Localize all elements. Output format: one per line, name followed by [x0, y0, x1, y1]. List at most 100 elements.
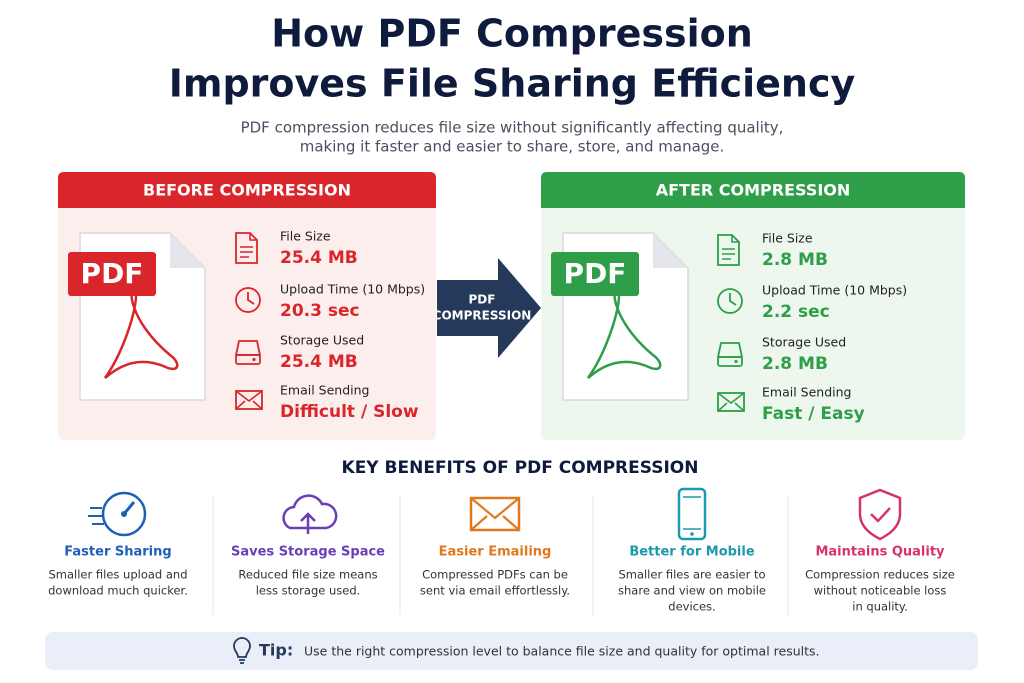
- benefit-title: Maintains Quality: [815, 545, 945, 560]
- item-icon-part: [717, 288, 743, 314]
- benefit-text: Smaller files upload and: [48, 568, 187, 582]
- item-icon: [235, 232, 258, 264]
- item-label: Storage Used: [280, 333, 364, 348]
- item-icon: [717, 288, 743, 314]
- item-icon-part: [722, 235, 739, 260]
- item-icon: [235, 390, 263, 410]
- item-label: Storage Used: [762, 335, 846, 350]
- pdf-badge-text: PDF: [564, 257, 627, 290]
- benefits-heading: KEY BENEFITS OF PDF COMPRESSION: [342, 458, 699, 478]
- benefit-icon-part: [282, 494, 338, 530]
- bulb: [233, 637, 251, 658]
- item-label: Upload Time (10 Mbps): [762, 283, 907, 298]
- title-line: Improves File Sharing Efficiency: [169, 62, 856, 106]
- item-value: 2.8 MB: [762, 354, 828, 374]
- arrow-label: COMPRESSION: [433, 309, 532, 323]
- subtitle-line: making it faster and easier to share, st…: [300, 138, 725, 156]
- benefit-text: Reduced file size means: [238, 568, 377, 582]
- benefit-text: Compressed PDFs can be: [422, 568, 568, 582]
- benefit-icon: [88, 491, 147, 537]
- item-icon-part: [252, 357, 256, 362]
- benefit-text: sent via email effortlessly.: [420, 584, 570, 598]
- arrow-label: PDF: [469, 293, 496, 307]
- benefit-title: Better for Mobile: [629, 545, 755, 560]
- panel-header-text: BEFORE COMPRESSION: [143, 181, 351, 200]
- benefit-text: share and view on mobile: [618, 584, 766, 598]
- item-label: File Size: [762, 231, 813, 246]
- item-icon-part: [235, 390, 263, 410]
- panel-header-text: AFTER COMPRESSION: [656, 181, 851, 200]
- item-icon-part: [235, 232, 258, 264]
- benefit-icon-part: [88, 507, 104, 525]
- benefit-icon-part: [101, 491, 147, 537]
- benefit-icon-part: [470, 497, 520, 531]
- item-icon-part: [717, 392, 745, 412]
- item-value: 25.4 MB: [280, 352, 358, 372]
- item-icon-part: [235, 390, 263, 410]
- item-icon-part: [717, 234, 740, 266]
- benefit-text: download much quicker.: [48, 584, 188, 598]
- pdf-fold: [170, 233, 205, 268]
- pdf-badge: [551, 252, 639, 296]
- benefit-icon-part: [683, 496, 701, 530]
- bulb-base: [239, 659, 245, 664]
- item-icon: [716, 342, 744, 367]
- benefit-text: Compression reduces size: [805, 568, 955, 582]
- arrow: [437, 258, 541, 358]
- benefit-icon: [469, 496, 521, 532]
- title-line: How PDF Compression: [271, 12, 753, 56]
- benefit-text: devices.: [668, 600, 715, 614]
- item-icon: [717, 234, 740, 266]
- benefit-icon-part: [677, 487, 707, 541]
- benefit-text: less storage used.: [256, 584, 361, 598]
- benefit-icon-part: [121, 511, 127, 517]
- item-icon-part: [235, 287, 261, 313]
- benefit-icon: [677, 487, 707, 541]
- panel-header: [541, 172, 965, 208]
- benefit-icon-part: [858, 488, 902, 541]
- pdf-symbol: [586, 288, 662, 379]
- item-value: 25.4 MB: [280, 248, 358, 268]
- benefit-icon: [858, 488, 902, 541]
- item-value: Difficult / Slow: [280, 402, 419, 422]
- panel-header: [58, 172, 436, 208]
- pdf-badge-text: PDF: [81, 257, 144, 290]
- pdf-fold: [653, 233, 688, 268]
- item-label: Email Sending: [280, 383, 369, 398]
- pdf-symbol: [103, 288, 179, 379]
- benefit-icon-part: [300, 512, 316, 534]
- benefit-title: Easier Emailing: [439, 545, 552, 560]
- item-icon: [717, 392, 745, 412]
- item-icon-part: [717, 392, 745, 412]
- item-value: Fast / Easy: [762, 404, 865, 424]
- item-icon: [235, 287, 261, 313]
- item-label: Upload Time (10 Mbps): [280, 282, 425, 297]
- item-icon: [234, 340, 262, 365]
- benefit-icon-part: [469, 496, 521, 532]
- item-icon-part: [729, 293, 737, 306]
- item-value: 2.2 sec: [762, 302, 830, 322]
- item-icon-part: [247, 292, 255, 305]
- item-label: Email Sending: [762, 385, 851, 400]
- benefit-title: Saves Storage Space: [231, 545, 385, 560]
- benefit-icon-part: [690, 532, 694, 536]
- bulb-icon: [233, 637, 251, 664]
- benefit-title: Faster Sharing: [64, 545, 171, 560]
- benefit-text: Smaller files are easier to: [618, 568, 765, 582]
- pdf-badge: [68, 252, 156, 296]
- subtitle-line: PDF compression reduces file size withou…: [241, 119, 784, 137]
- item-icon-part: [717, 356, 743, 367]
- benefit-icon: [282, 494, 338, 534]
- tip-label: Tip:: [259, 641, 293, 660]
- item-label: File Size: [280, 229, 331, 244]
- item-icon-part: [235, 354, 261, 365]
- item-value: 2.8 MB: [762, 250, 828, 270]
- item-icon-part: [734, 359, 738, 364]
- item-icon-part: [240, 233, 257, 258]
- tip-text: Use the right compression level to balan…: [304, 644, 820, 659]
- tip-box: [45, 632, 978, 670]
- item-value: 20.3 sec: [280, 301, 360, 321]
- benefit-icon-part: [870, 507, 891, 523]
- benefit-text: in quality.: [852, 600, 908, 614]
